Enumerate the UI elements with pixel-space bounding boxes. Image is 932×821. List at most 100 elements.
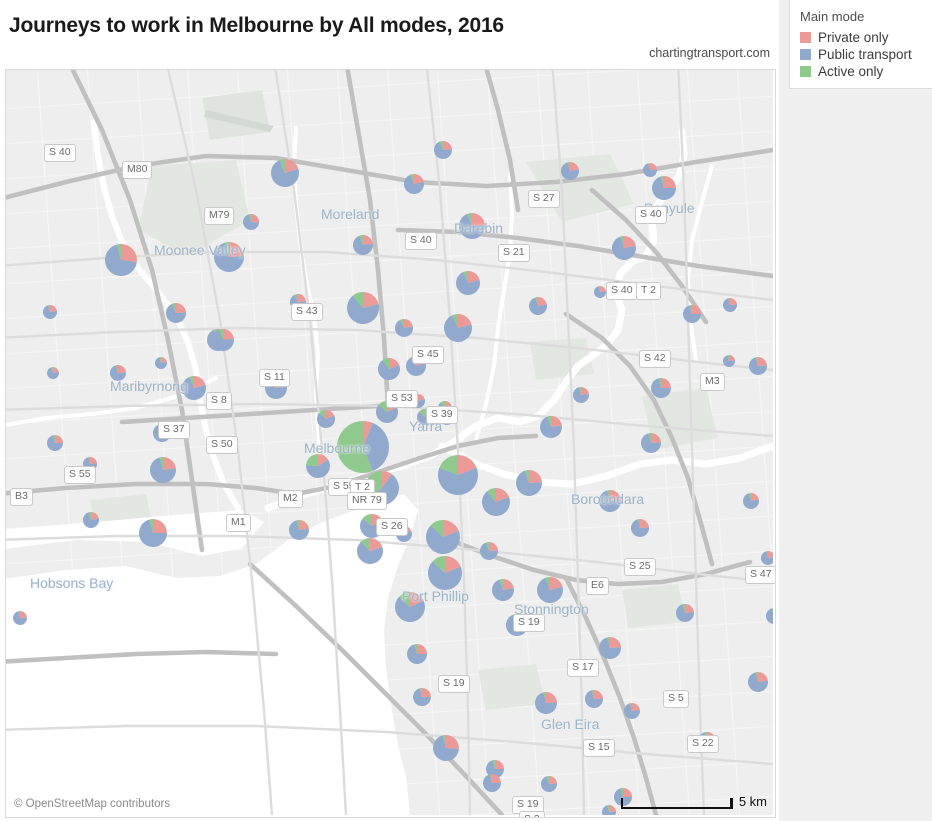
pie-marker[interactable] [413,688,431,706]
pie-marker[interactable] [599,637,621,659]
road-shield: S 39 [426,406,458,424]
legend-item[interactable]: Active only [790,64,932,81]
pie-marker[interactable] [434,141,452,159]
pie-marker[interactable] [459,213,485,240]
pie-marker[interactable] [614,788,632,806]
pie-marker[interactable] [352,235,374,255]
pie-marker[interactable] [594,286,606,298]
legend-card: Main mode Private only Public transport Ac… [789,0,932,89]
pie-slice [12,611,27,625]
pie-marker[interactable] [12,611,27,625]
map-canvas[interactable] [6,70,773,815]
pie-slice [458,314,472,328]
road-shield: M2 [278,490,303,508]
pie-marker[interactable] [641,433,661,453]
pie-marker[interactable] [105,244,137,276]
pie-marker[interactable] [624,703,640,719]
pie-marker[interactable] [43,305,58,319]
legend-item[interactable]: Private only [790,30,932,47]
pie-marker[interactable] [643,163,658,177]
pie-slice [150,457,176,483]
pie-marker[interactable] [139,519,167,547]
pie-marker[interactable] [395,319,413,338]
pie-marker[interactable] [766,608,773,624]
pie-marker[interactable] [483,774,501,792]
pie-slice [159,357,161,363]
pie-marker[interactable] [516,470,543,496]
pie-marker[interactable] [214,242,245,272]
pie-marker[interactable] [154,357,167,370]
pie-marker[interactable] [573,387,589,403]
pie-marker[interactable] [404,174,424,194]
pie-marker[interactable] [428,556,463,590]
pie-slice [352,235,374,255]
pie-marker[interactable] [433,735,459,761]
legend-item[interactable]: Public transport [790,47,932,64]
pie-marker[interactable] [288,520,309,540]
pie-marker[interactable] [395,592,426,622]
pie-marker[interactable] [599,490,621,512]
pie-marker[interactable] [426,520,461,554]
road-shield: S 55 [64,466,96,484]
pie-marker[interactable] [723,298,737,312]
pie-marker[interactable] [676,604,694,622]
pie-marker[interactable] [306,454,330,478]
pie-marker[interactable] [212,329,235,351]
pie-slice [598,286,600,292]
pie-marker[interactable] [485,760,504,778]
pie-marker[interactable] [540,776,557,792]
pie-marker[interactable] [437,455,478,496]
pie-marker[interactable] [652,176,676,201]
pie-marker[interactable] [150,457,176,483]
pie-marker[interactable] [242,214,259,230]
pie-marker[interactable] [560,162,579,181]
pie-marker[interactable] [651,378,671,399]
pie-marker[interactable] [47,367,59,379]
pie-marker[interactable] [748,357,767,375]
pie-slice [620,788,623,797]
pie-marker[interactable] [182,376,206,400]
pie-slice [443,141,452,150]
pie-slice [410,592,424,607]
pie-marker[interactable] [347,292,379,324]
pie-marker[interactable] [585,690,603,708]
pie-marker[interactable] [529,297,547,316]
pie-slice [88,457,90,464]
pie-slice [382,358,389,369]
pie-marker[interactable] [683,305,701,323]
pie-slice [299,520,309,530]
pie-marker[interactable] [723,355,735,367]
pie-marker[interactable] [317,410,335,428]
pie-slice [761,551,773,565]
pie-slice [489,774,492,783]
pie-marker[interactable] [612,236,637,260]
pie-marker[interactable] [444,314,472,343]
pie-slice [540,416,562,439]
pie-marker[interactable] [378,358,400,380]
pie-marker[interactable] [743,493,759,509]
pie-slice [242,214,259,230]
pie-marker[interactable] [602,805,616,815]
pie-marker[interactable] [83,512,99,528]
pie-slice [550,577,563,590]
pie-marker[interactable] [761,551,773,565]
pie-slice [445,556,461,573]
pie-marker[interactable] [46,435,63,452]
pie-slice [573,387,589,403]
map-container[interactable]: Moonee Valley Maribyrnong Hobsons Bay Morel… [5,69,776,818]
pie-marker[interactable] [540,416,562,439]
pie-marker[interactable] [336,421,390,473]
pie-marker[interactable] [748,672,768,692]
pie-marker[interactable] [631,519,649,537]
pie-marker[interactable] [456,271,480,296]
pie-marker[interactable] [166,303,186,323]
pie-marker[interactable] [271,159,299,187]
pie-marker[interactable] [110,365,126,381]
pie-marker[interactable] [492,579,514,602]
pie-marker[interactable] [535,692,557,714]
pie-marker[interactable] [479,542,498,560]
pie-marker[interactable] [406,644,427,664]
pie-marker[interactable] [356,538,384,565]
pie-marker[interactable] [482,488,511,516]
pie-marker[interactable] [537,577,563,603]
